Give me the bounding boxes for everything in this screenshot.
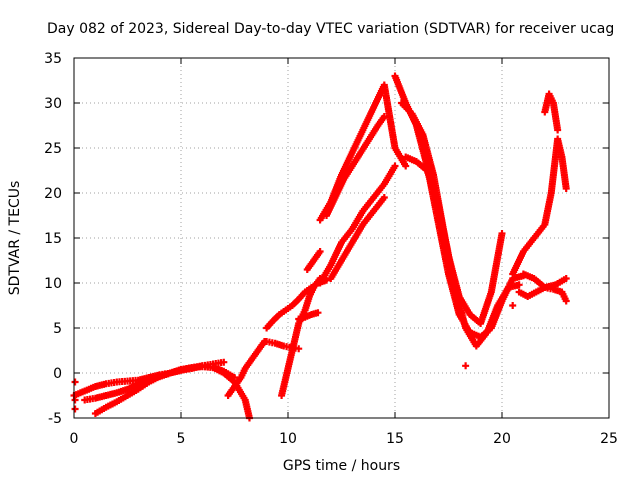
x-tick-label: 25	[600, 431, 618, 447]
y-tick-label: 20	[44, 186, 62, 202]
data-point	[562, 275, 570, 282]
y-tick-label: 25	[44, 141, 62, 157]
data-point	[295, 345, 303, 353]
data-point	[380, 113, 388, 120]
data-point	[498, 230, 506, 237]
y-tick-label: -5	[48, 411, 62, 427]
y-tick-label: 0	[53, 366, 62, 382]
x-tick-label: 10	[279, 431, 297, 447]
axis-ticks	[73, 57, 610, 419]
x-tick-label: 20	[493, 431, 511, 447]
data-point	[402, 162, 410, 170]
data-point	[380, 194, 388, 201]
data-point	[314, 309, 322, 317]
data-point	[391, 162, 399, 170]
y-tick-label: 15	[44, 231, 62, 247]
data-point	[71, 378, 79, 386]
y-tick-labels: -5 0 5 10 15 20 25 30 35	[44, 51, 62, 427]
chart-title: Day 082 of 2023, Sidereal Day-to-day VTE…	[47, 21, 614, 37]
y-tick-label: 10	[44, 276, 62, 292]
data-point	[316, 248, 324, 255]
x-axis-label: GPS time / hours	[283, 458, 400, 474]
data-point	[515, 281, 523, 289]
y-tick-label: 5	[53, 321, 62, 337]
data-point	[562, 185, 570, 192]
data-point	[562, 297, 570, 305]
data-point	[71, 396, 79, 404]
x-tick-label: 5	[177, 431, 186, 447]
data-point	[462, 362, 470, 370]
y-tick-label: 30	[44, 96, 62, 112]
data-point	[509, 302, 517, 309]
data-point	[71, 405, 79, 413]
data-point	[554, 126, 562, 134]
x-tick-labels: 0 5 10 15 20 25	[70, 431, 618, 447]
data-point	[220, 358, 228, 366]
data-points	[70, 72, 570, 422]
y-tick-label: 35	[44, 51, 62, 67]
x-tick-label: 0	[70, 431, 79, 447]
x-tick-label: 15	[386, 431, 404, 447]
y-axis-label: SDTVAR / TECUs	[7, 181, 23, 296]
